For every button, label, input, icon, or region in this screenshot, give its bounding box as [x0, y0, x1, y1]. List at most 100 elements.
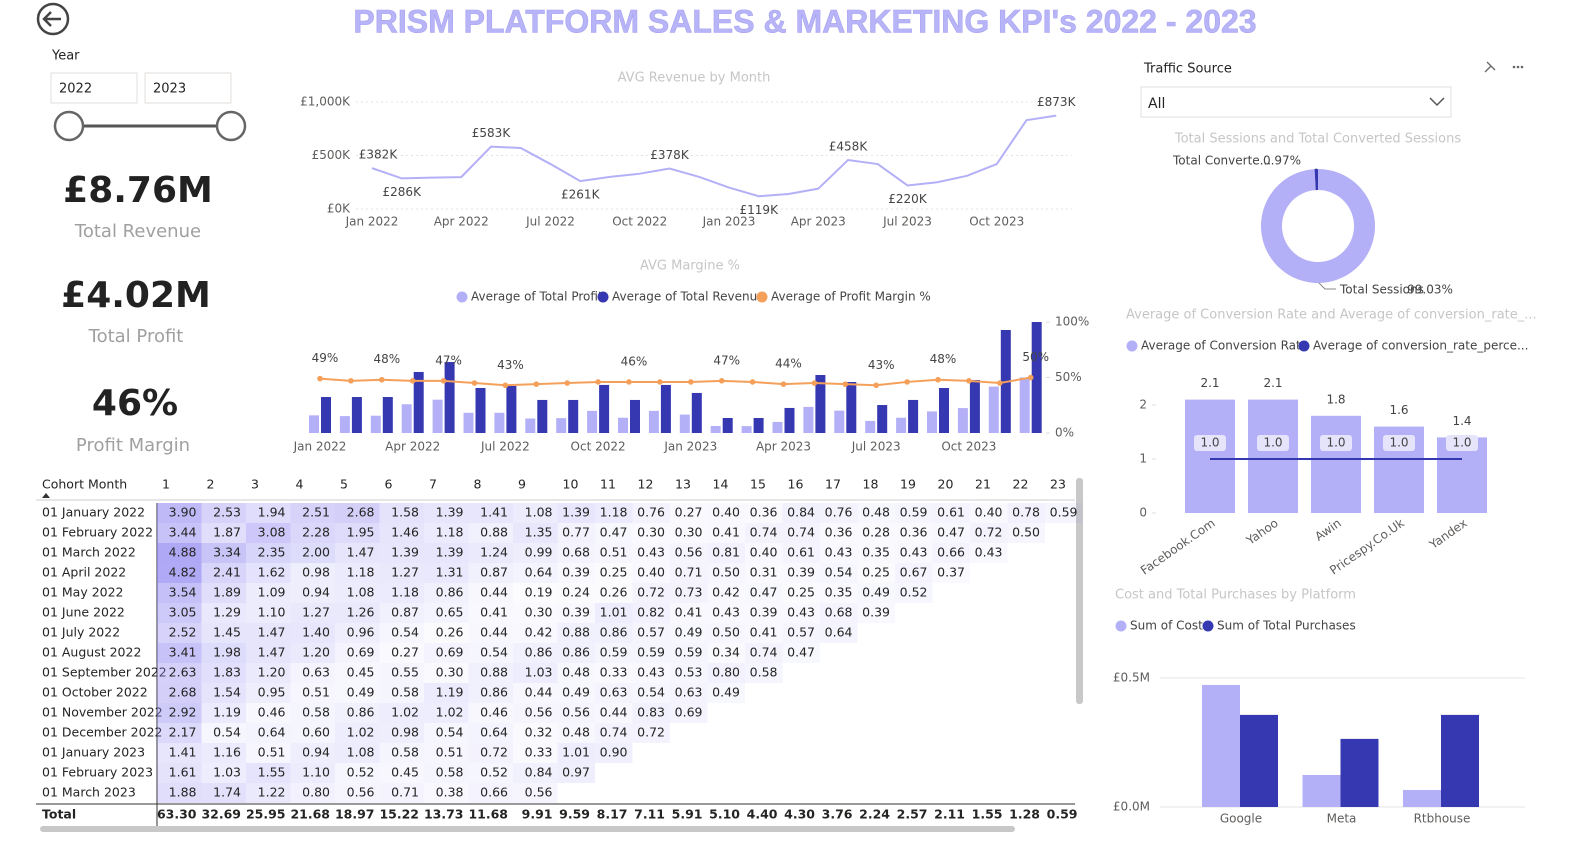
- table-cell: 0.46: [258, 705, 286, 720]
- cell-shade: [424, 603, 469, 623]
- table-cell: 0.52: [347, 765, 375, 780]
- slider-handle[interactable]: [215, 110, 247, 142]
- table-cell: 0.51: [258, 745, 286, 760]
- cell-shade: [379, 723, 424, 743]
- x-tick-label: Jan 2023: [663, 440, 717, 454]
- cell-shade: [290, 563, 335, 583]
- margin-point: [873, 382, 879, 389]
- cell-shade: [895, 563, 933, 583]
- cell-shade: [970, 543, 1008, 563]
- cell-shade: [335, 763, 380, 783]
- cell-shade: [513, 783, 558, 803]
- year-from-box[interactable]: [50, 72, 138, 104]
- pin-icon[interactable]: [1484, 61, 1496, 73]
- cell-shade: [595, 603, 633, 623]
- total-cell: 2.57: [897, 807, 928, 822]
- bar: [382, 397, 393, 433]
- bar: [568, 399, 579, 433]
- row-label: 01 November 2022: [42, 705, 163, 720]
- cell-shade: [595, 523, 633, 543]
- cell-shade: [857, 583, 895, 603]
- table-cell: 1.61: [169, 765, 197, 780]
- cell-shade: [468, 683, 513, 703]
- data-label-box: [1194, 435, 1226, 451]
- cell-shade: [335, 563, 380, 583]
- table-cell: 0.33: [525, 745, 553, 760]
- kpi-value: £8.76M: [63, 170, 213, 211]
- data-label: £873K: [1037, 95, 1077, 109]
- cell-shade: [246, 703, 291, 723]
- bar: [691, 392, 702, 433]
- year-to-box[interactable]: [144, 72, 232, 104]
- table-cell: 1.35: [525, 525, 553, 540]
- table-cell: 2.52: [169, 625, 197, 640]
- column-header: 9: [518, 477, 526, 492]
- leader-line: [1317, 281, 1336, 290]
- chart-title: Average of Conversion Rate and Average o…: [1126, 308, 1537, 323]
- legend-label: Average of Total Profit: [471, 290, 603, 304]
- table-cell: 0.25: [787, 585, 815, 600]
- cell-shade: [782, 603, 820, 623]
- column-header: 20: [938, 477, 954, 492]
- legend-swatch: [1115, 620, 1127, 632]
- table-cell: 1.98: [213, 645, 241, 660]
- cell-shade: [379, 543, 424, 563]
- table-cell: 0.71: [391, 785, 419, 800]
- row-label: 01 September 2022: [42, 665, 167, 680]
- table-cell: 2.51: [302, 505, 330, 520]
- cell-shade: [707, 603, 745, 623]
- table-cell: 3.08: [258, 525, 286, 540]
- back-circle: [36, 2, 70, 36]
- scrollbar[interactable]: [40, 826, 1015, 832]
- table-cell: 0.50: [1012, 525, 1040, 540]
- cell-shade: [201, 523, 246, 543]
- data-label: 2.1: [1200, 376, 1219, 390]
- table-cell: 0.86: [347, 705, 375, 720]
- cell-shade: [157, 783, 202, 803]
- table-cell: 1.03: [525, 665, 553, 680]
- legend-swatch: [597, 291, 609, 303]
- table-cell: 0.54: [480, 645, 508, 660]
- margin-point: [780, 381, 787, 387]
- legend-label: Average of Conversion Rate: [1141, 339, 1308, 353]
- bar: [753, 417, 764, 433]
- margin-point: [688, 379, 694, 385]
- cell-shade: [595, 723, 633, 743]
- cell-shade: [290, 763, 335, 783]
- margin-point: [317, 375, 323, 382]
- cell-shade: [782, 643, 820, 663]
- cell-shade: [513, 603, 558, 623]
- cell-shade: [379, 603, 424, 623]
- cell-shade: [670, 643, 708, 663]
- table-cell: 0.87: [480, 565, 508, 580]
- bar: [401, 404, 412, 433]
- table-cell: 0.56: [562, 705, 590, 720]
- table-cell: 1.18: [436, 525, 464, 540]
- x-tick-label: Meta: [1327, 812, 1357, 826]
- table-cell: 0.45: [347, 665, 375, 680]
- bar: [679, 414, 690, 433]
- back-button[interactable]: [36, 2, 70, 36]
- table-cell: 0.69: [675, 705, 703, 720]
- table-cell: 0.54: [825, 565, 853, 580]
- bar: [413, 371, 424, 433]
- cell-shade: [595, 543, 633, 563]
- slider-handle[interactable]: [53, 110, 85, 142]
- bar: [494, 412, 505, 433]
- table-cell: 0.60: [302, 725, 330, 740]
- cell-shade: [1045, 503, 1083, 523]
- column-header: 3: [251, 477, 259, 492]
- scrollbar[interactable]: [1076, 478, 1083, 704]
- cell-shade: [820, 603, 858, 623]
- dropdown-chevron: [1429, 97, 1445, 107]
- row-label: 01 March 2022: [42, 545, 136, 560]
- cell-shade: [632, 723, 670, 743]
- traffic-dropdown[interactable]: [1140, 86, 1452, 118]
- cell-shade: [379, 623, 424, 643]
- more-icon[interactable]: [1512, 65, 1524, 69]
- row-label: 01 August 2022: [42, 645, 141, 660]
- table-cell: 0.94: [302, 745, 330, 760]
- cell-shade: [290, 723, 335, 743]
- chart-title: Total Sessions and Total Converted Sessi…: [1174, 132, 1461, 147]
- table-cell: 0.68: [562, 545, 590, 560]
